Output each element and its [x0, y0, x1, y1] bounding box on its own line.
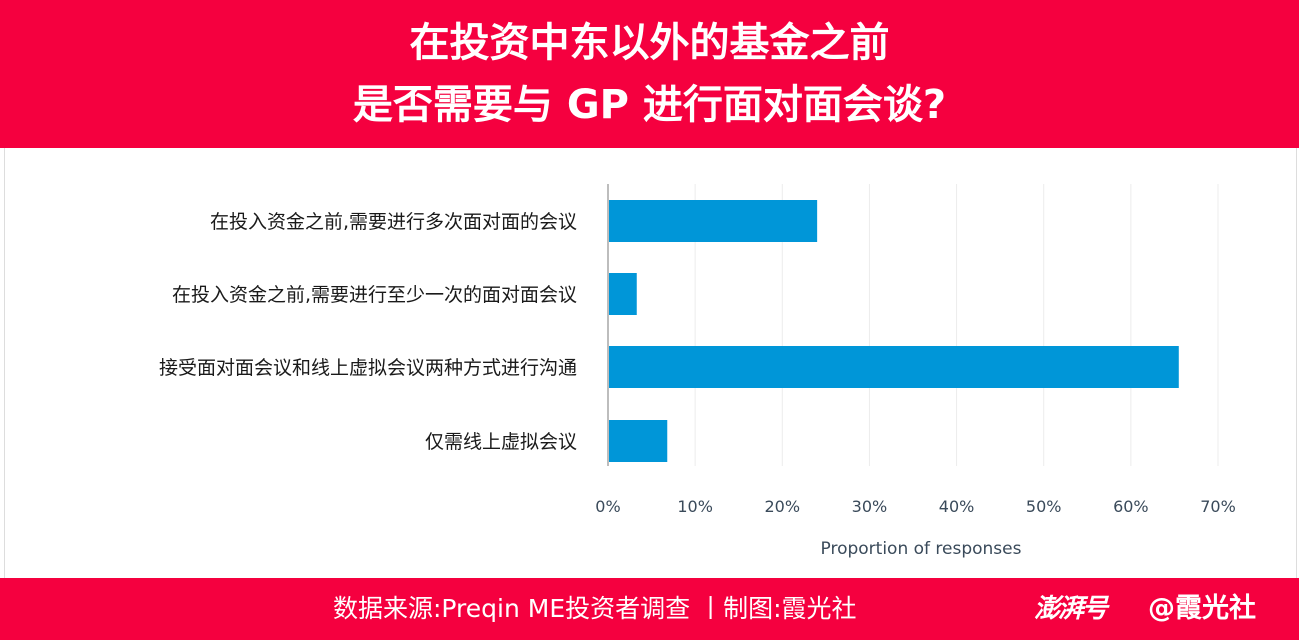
- chart-title: 在投资中东以外的基金之前 是否需要与 GP 进行面对面会谈?: [0, 12, 1299, 136]
- title-line-1: 在投资中东以外的基金之前: [409, 20, 890, 66]
- x-tick-label: 20%: [765, 497, 801, 516]
- x-axis-title: Proportion of responses: [821, 539, 1022, 559]
- x-tick-label: 10%: [677, 497, 713, 516]
- bar: [609, 420, 668, 462]
- category-label: 在投入资金之前,需要进行至少一次的面对面会议: [172, 284, 577, 306]
- source-note: 数据来源:Preqin ME投资者调查 丨制图:霞光社: [333, 594, 857, 623]
- x-tick-label: 50%: [1026, 497, 1062, 516]
- title-line-2: 是否需要与 GP 进行面对面会谈?: [352, 82, 947, 128]
- platform-logo: 澎湃号: [1034, 594, 1108, 624]
- bar-chart: 0% 10% 20% 30% 40% 50% 60% 70% 在投入资金之前,需要进行多次面对面…: [159, 184, 1236, 559]
- bar: [609, 346, 1179, 388]
- x-tick-label: 30%: [852, 497, 888, 516]
- category-label: 仅需线上虚拟会议: [425, 431, 577, 453]
- x-tick-label: 0%: [595, 497, 620, 516]
- x-tick-label: 40%: [939, 497, 975, 516]
- category-label: 在投入资金之前,需要进行多次面对面的会议: [210, 211, 577, 233]
- bar: [609, 200, 818, 242]
- bar: [609, 273, 637, 315]
- x-tick-label: 70%: [1200, 497, 1236, 516]
- author-handle: @霞光社: [1148, 593, 1256, 624]
- x-tick-label: 60%: [1113, 497, 1149, 516]
- footer-banner: 数据来源:Preqin ME投资者调查 丨制图:霞光社 澎湃号 @霞光社: [0, 578, 1299, 640]
- category-label: 接受面对面会议和线上虚拟会议两种方式进行沟通: [159, 357, 577, 379]
- header-banner: 在投资中东以外的基金之前 是否需要与 GP 进行面对面会谈?: [0, 0, 1299, 148]
